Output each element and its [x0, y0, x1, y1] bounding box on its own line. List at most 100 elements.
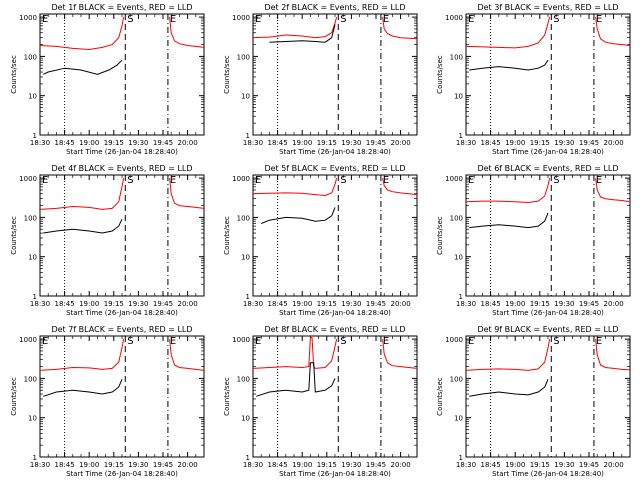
x-tick-label: 19:15: [530, 300, 550, 308]
y-axis-label: Counts/sec: [10, 216, 18, 255]
x-tick-label: 18:30: [243, 300, 263, 308]
x-tick-label: 18:45: [268, 139, 288, 147]
marker-e-label: E: [596, 14, 602, 25]
panel-title: Det 1f BLACK = Events, RED = LLD: [51, 3, 192, 12]
x-tick-label: 18:30: [30, 139, 50, 147]
x-tick-label: 18:45: [55, 461, 75, 469]
x-tick-label: 20:00: [178, 461, 198, 469]
x-tick-label: 18:30: [30, 461, 50, 469]
marker-e-label: E: [255, 336, 261, 347]
x-tick-label: 19:45: [366, 300, 386, 308]
x-tick-label: 18:30: [30, 300, 50, 308]
marker-e-label: E: [383, 175, 389, 186]
events-series-line: [469, 212, 549, 229]
marker-e-label: E: [255, 175, 261, 186]
y-tick-label: 100: [237, 53, 250, 61]
y-tick-label: 1000: [445, 14, 463, 22]
x-tick-label: 18:45: [481, 139, 501, 147]
panel-title: Det 7f BLACK = Events, RED = LLD: [51, 325, 192, 334]
x-axis-label: Start Time (26-Jan-04 18:28:40): [66, 470, 178, 478]
y-tick-label: 10: [28, 93, 37, 101]
marker-s-label: S: [340, 14, 346, 25]
lld-series-line: [595, 339, 631, 371]
x-tick-label: 18:45: [481, 300, 501, 308]
x-tick-label: 19:45: [153, 300, 173, 308]
x-tick-label: 18:30: [456, 461, 476, 469]
detector-panel: Det 6f BLACK = Events, RED = LLD 1 10 100 10…: [436, 164, 631, 317]
lld-series-line: [39, 339, 125, 371]
x-tick-label: 19:30: [128, 139, 148, 147]
lld-series-line: [595, 17, 631, 46]
detector-panel: Det 1f BLACK = Events, RED = LLD 1 10 100 10…: [10, 3, 205, 156]
y-tick-label: 100: [450, 214, 463, 222]
events-series-line: [256, 362, 336, 397]
x-tick-label: 18:45: [268, 300, 288, 308]
y-tick-label: 100: [24, 214, 37, 222]
marker-s-label: S: [340, 175, 346, 186]
x-tick-label: 18:30: [243, 461, 263, 469]
x-tick-label: 19:15: [104, 461, 124, 469]
y-tick-label: 1: [246, 454, 250, 462]
x-axis-label: Start Time (26-Jan-04 18:28:40): [66, 148, 178, 156]
x-tick-label: 20:00: [604, 139, 624, 147]
x-tick-label: 20:00: [604, 300, 624, 308]
y-tick-label: 1000: [19, 175, 37, 183]
y-tick-label: 10: [241, 93, 250, 101]
y-tick-label: 100: [237, 375, 250, 383]
x-tick-label: 19:30: [341, 461, 361, 469]
marker-e-label: E: [42, 336, 48, 347]
y-axis-label: Counts/sec: [223, 216, 231, 255]
y-tick-label: 10: [454, 415, 463, 423]
x-tick-label: 18:45: [55, 139, 75, 147]
y-tick-label: 1: [459, 454, 463, 462]
y-tick-label: 10: [454, 254, 463, 262]
panel-title: Det 3f BLACK = Events, RED = LLD: [477, 3, 618, 12]
marker-s-label: S: [127, 14, 133, 25]
y-tick-label: 100: [24, 53, 37, 61]
marker-e-label: E: [596, 175, 602, 186]
x-tick-label: 19:30: [128, 300, 148, 308]
x-tick-label: 18:30: [456, 139, 476, 147]
y-tick-label: 1000: [19, 336, 37, 344]
marker-e-label: E: [255, 14, 261, 25]
lld-series-line: [39, 178, 125, 210]
y-tick-label: 1000: [19, 14, 37, 22]
y-tick-label: 100: [237, 214, 250, 222]
marker-s-label: S: [553, 336, 559, 347]
y-tick-label: 1000: [232, 336, 250, 344]
events-series-line: [269, 24, 336, 43]
x-axis-label: Start Time (26-Jan-04 18:28:40): [279, 148, 391, 156]
marker-s-label: S: [553, 14, 559, 25]
x-tick-label: 19:00: [505, 461, 525, 469]
detector-panel: Det 8f BLACK = Events, RED = LLD 1 10 100 10…: [223, 325, 418, 478]
y-axis-label: Counts/sec: [223, 55, 231, 94]
detector-panel: Det 4f BLACK = Events, RED = LLD 1 10 100 10…: [10, 164, 205, 317]
lld-series-line: [169, 178, 205, 209]
y-tick-label: 10: [28, 254, 37, 262]
detector-panel: Det 7f BLACK = Events, RED = LLD 1 10 100 10…: [10, 325, 205, 478]
y-axis-label: Counts/sec: [223, 377, 231, 416]
y-tick-label: 100: [450, 375, 463, 383]
x-tick-label: 20:00: [604, 461, 624, 469]
marker-e-label: E: [42, 14, 48, 25]
marker-e-label: E: [468, 14, 474, 25]
x-axis-label: Start Time (26-Jan-04 18:28:40): [492, 148, 604, 156]
x-tick-label: 19:15: [317, 461, 337, 469]
x-axis-label: Start Time (26-Jan-04 18:28:40): [66, 309, 178, 317]
x-tick-label: 18:30: [456, 300, 476, 308]
x-tick-label: 19:00: [292, 139, 312, 147]
x-tick-label: 19:15: [104, 139, 124, 147]
y-tick-label: 100: [450, 53, 463, 61]
lld-series-line: [465, 16, 551, 49]
y-tick-label: 10: [28, 415, 37, 423]
events-series-line: [469, 379, 549, 397]
marker-e-label: E: [170, 175, 176, 186]
y-tick-label: 1: [33, 293, 37, 301]
x-tick-label: 19:15: [104, 300, 124, 308]
events-series-line: [43, 59, 123, 75]
detector-panel: Det 2f BLACK = Events, RED = LLD 1 10 100 10…: [223, 3, 418, 156]
x-tick-label: 20:00: [178, 139, 198, 147]
y-axis-label: Counts/sec: [436, 55, 444, 94]
x-tick-label: 19:30: [554, 139, 574, 147]
